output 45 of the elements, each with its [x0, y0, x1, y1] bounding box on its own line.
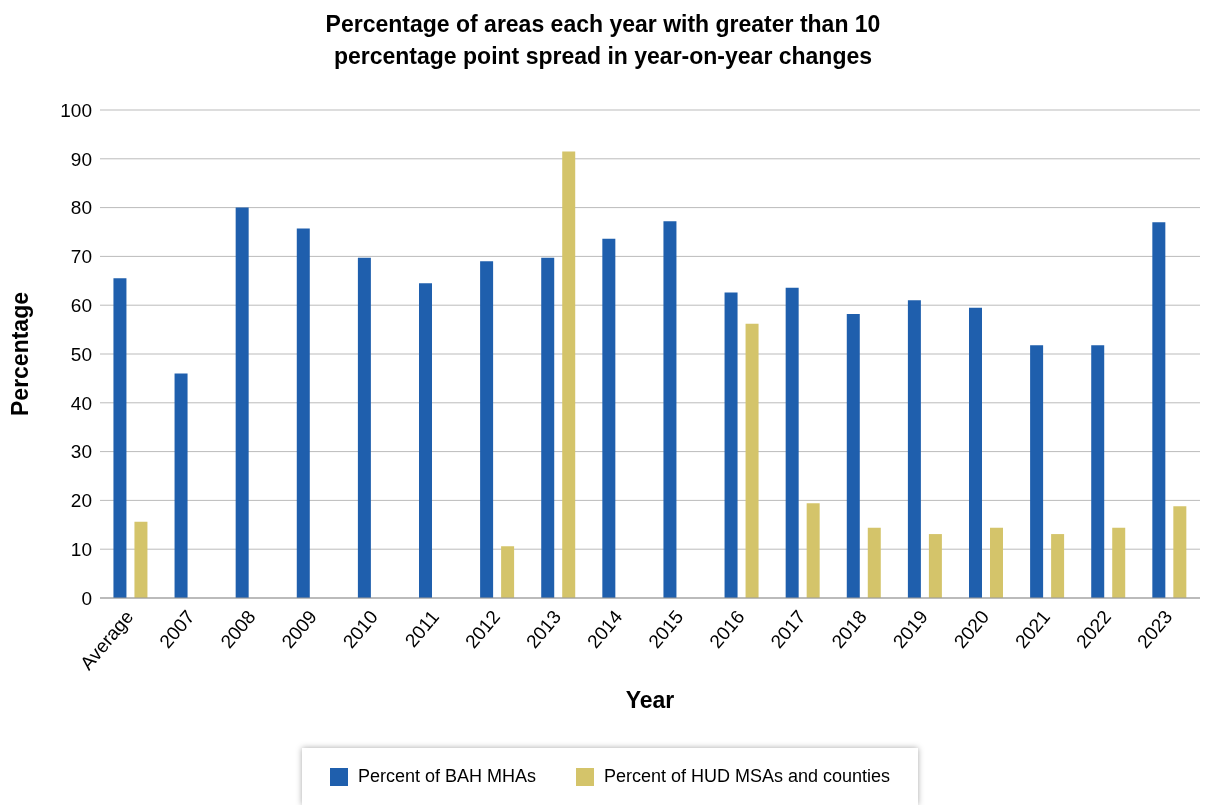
bar	[969, 307, 982, 598]
y-tick-label: 70	[70, 246, 92, 268]
bar	[907, 300, 921, 598]
bar	[846, 313, 860, 598]
legend-label: Percent of BAH MHAs	[357, 766, 536, 787]
bar	[296, 228, 310, 598]
bar	[235, 207, 249, 598]
bar	[357, 257, 371, 598]
y-axis-title: Percentage	[7, 291, 34, 417]
y-tick-label: 80	[70, 197, 92, 219]
legend-label: Percent of HUD MSAs and counties	[603, 766, 891, 787]
bar	[602, 238, 616, 598]
bar	[113, 278, 127, 598]
bar	[480, 261, 494, 598]
bar	[541, 257, 555, 598]
bar	[663, 221, 677, 598]
bar	[562, 151, 576, 598]
y-tick-label: 100	[60, 99, 92, 121]
y-tick-label: 0	[81, 587, 92, 609]
bar	[785, 287, 799, 598]
y-tick-label: 90	[70, 148, 92, 170]
x-axis-title: Year	[625, 687, 675, 713]
bar	[1051, 534, 1065, 598]
bar	[1030, 345, 1044, 598]
bar	[1091, 345, 1105, 598]
bar	[1173, 506, 1187, 598]
bar	[174, 373, 188, 598]
bar	[928, 534, 942, 598]
y-tick-label: 30	[70, 441, 92, 463]
y-tick-label: 50	[70, 343, 92, 365]
bar	[1112, 527, 1126, 598]
y-tick-label: 40	[70, 392, 92, 414]
y-tick-label: 20	[70, 490, 92, 512]
bar	[724, 292, 738, 598]
bar	[501, 546, 515, 598]
bar	[419, 283, 432, 598]
chart-title: Percentage of areas each year with greater than 10 percentage point spread in year-on-year changes	[324, 10, 882, 71]
bar	[990, 527, 1003, 598]
bar	[745, 323, 759, 598]
bar	[806, 503, 820, 598]
y-tick-label: 60	[70, 294, 92, 316]
y-tick-label: 10	[70, 538, 92, 560]
bar	[134, 521, 148, 598]
bar	[1152, 222, 1166, 598]
bar	[867, 527, 881, 598]
